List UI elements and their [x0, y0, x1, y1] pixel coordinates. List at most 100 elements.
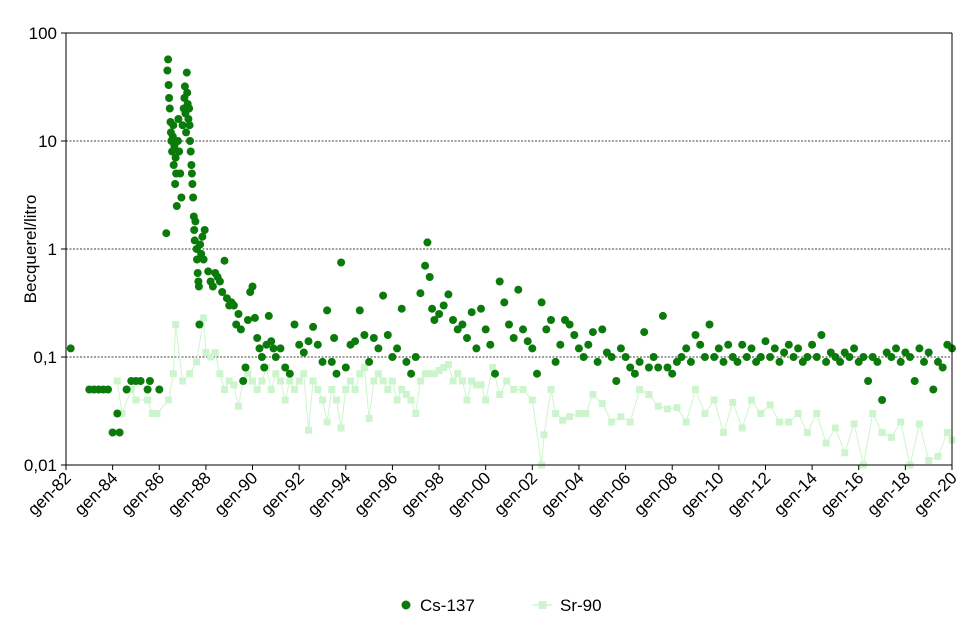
- data-point-cs-137: [696, 340, 705, 349]
- data-point-sr-90: [729, 398, 737, 406]
- data-point-cs-137: [500, 298, 509, 307]
- data-point-sr-90: [785, 418, 793, 426]
- data-point-sr-90: [482, 396, 490, 404]
- data-point-cs-137: [332, 369, 341, 378]
- data-point-cs-137: [374, 344, 383, 353]
- data-point-cs-137: [495, 277, 504, 286]
- data-point-cs-137: [187, 169, 196, 178]
- data-point-sr-90: [277, 377, 284, 385]
- data-point-sr-90: [365, 414, 373, 422]
- data-point-sr-90: [757, 410, 765, 417]
- data-point-cs-137: [467, 308, 476, 317]
- data-point-cs-137: [171, 153, 180, 162]
- data-point-sr-90: [127, 386, 135, 393]
- data-point-cs-137: [421, 261, 430, 270]
- data-point-cs-137: [163, 66, 172, 75]
- x-tick-label: gen-88: [164, 468, 215, 519]
- data-point-cs-137: [264, 311, 273, 320]
- data-point-cs-137: [430, 316, 439, 324]
- data-point-cs-137: [644, 363, 653, 372]
- data-point-cs-137: [892, 344, 900, 353]
- data-point-cs-137: [257, 353, 266, 361]
- data-point-cs-137: [185, 104, 194, 113]
- data-point-cs-137: [733, 357, 742, 366]
- data-point-cs-137: [182, 128, 191, 137]
- data-point-sr-90: [272, 370, 280, 378]
- data-point-cs-137: [165, 104, 174, 113]
- data-point-cs-137: [309, 322, 318, 331]
- data-point-cs-137: [458, 320, 467, 329]
- data-point-cs-137: [668, 369, 677, 378]
- data-point-sr-90: [165, 396, 173, 404]
- x-tick-label: gen-82: [24, 468, 75, 519]
- data-point-sr-90: [692, 386, 699, 393]
- data-point-sr-90: [328, 386, 336, 393]
- data-point-sr-90: [766, 401, 774, 409]
- data-point-cs-137: [565, 320, 574, 329]
- x-tick-label: gen-14: [770, 468, 821, 519]
- y-tick-label: 1: [48, 240, 57, 259]
- data-point-cs-137: [477, 304, 485, 313]
- x-tick-label: gen-04: [537, 468, 588, 519]
- data-point-cs-137: [299, 348, 308, 357]
- data-point-sr-90: [608, 418, 616, 426]
- data-point-cs-137: [193, 255, 201, 264]
- data-point-sr-90: [113, 377, 121, 385]
- data-point-cs-137: [509, 334, 518, 342]
- y-ticks: 0,01 0,1 1 10 100: [24, 24, 66, 475]
- data-point-sr-90: [626, 418, 634, 426]
- data-point-cs-137: [189, 193, 198, 202]
- data-point-cs-137: [896, 357, 905, 366]
- data-point-cs-137: [724, 340, 733, 349]
- data-point-cs-137: [714, 344, 723, 353]
- data-point-cs-137: [180, 82, 189, 91]
- data-point-cs-137: [208, 282, 217, 291]
- data-point-cs-137: [155, 385, 164, 394]
- data-point-cs-137: [551, 357, 560, 366]
- x-tick-label: gen-92: [257, 468, 308, 519]
- data-point-cs-137: [621, 353, 630, 361]
- data-point-sr-90: [305, 426, 312, 434]
- data-point-cs-137: [910, 377, 919, 385]
- data-point-sr-90: [337, 424, 345, 432]
- data-point-cs-137: [700, 353, 709, 361]
- x-tick-label: gen-20: [910, 468, 961, 519]
- data-point-cs-137: [542, 325, 551, 334]
- data-point-sr-90: [589, 391, 597, 398]
- data-point-cs-137: [255, 344, 264, 353]
- x-tick-label: gen-06: [584, 468, 635, 519]
- data-point-sr-90: [221, 386, 228, 393]
- data-point-cs-137: [710, 353, 719, 361]
- data-point-sr-90: [943, 429, 951, 436]
- x-ticks: gen-82gen-84gen-86gen-88gen-90gen-92gen-…: [24, 465, 961, 519]
- data-point-cs-137: [574, 344, 583, 353]
- data-point-sr-90: [360, 364, 368, 371]
- data-point-sr-90: [200, 314, 208, 322]
- data-point-sr-90: [682, 418, 690, 426]
- data-point-sr-90: [794, 410, 802, 417]
- data-point-cs-137: [239, 377, 248, 385]
- data-point-cs-137: [416, 289, 425, 298]
- data-point-cs-137: [379, 291, 388, 300]
- data-point-cs-137: [183, 88, 192, 97]
- data-point-cs-137: [481, 325, 490, 334]
- data-point-cs-137: [337, 258, 346, 267]
- data-point-sr-90: [463, 396, 471, 404]
- legend: Cs-137 Sr-90: [401, 596, 602, 615]
- data-point-cs-137: [491, 369, 499, 378]
- data-point-cs-137: [186, 147, 195, 156]
- data-point-cs-137: [654, 363, 663, 372]
- data-point-cs-137: [887, 353, 896, 361]
- data-point-cs-137: [162, 229, 171, 238]
- data-point-cs-137: [770, 344, 779, 353]
- data-point-sr-90: [244, 370, 252, 378]
- data-point-cs-137: [187, 161, 196, 169]
- data-point-cs-137: [175, 147, 184, 156]
- data-point-cs-137: [281, 363, 290, 372]
- data-point-sr-90: [510, 386, 518, 393]
- data-point-cs-137: [174, 115, 183, 123]
- data-point-cs-137: [738, 340, 747, 349]
- x-tick-label: gen-84: [71, 468, 122, 519]
- data-point-sr-90: [393, 396, 401, 404]
- data-point-sr-90: [132, 396, 140, 404]
